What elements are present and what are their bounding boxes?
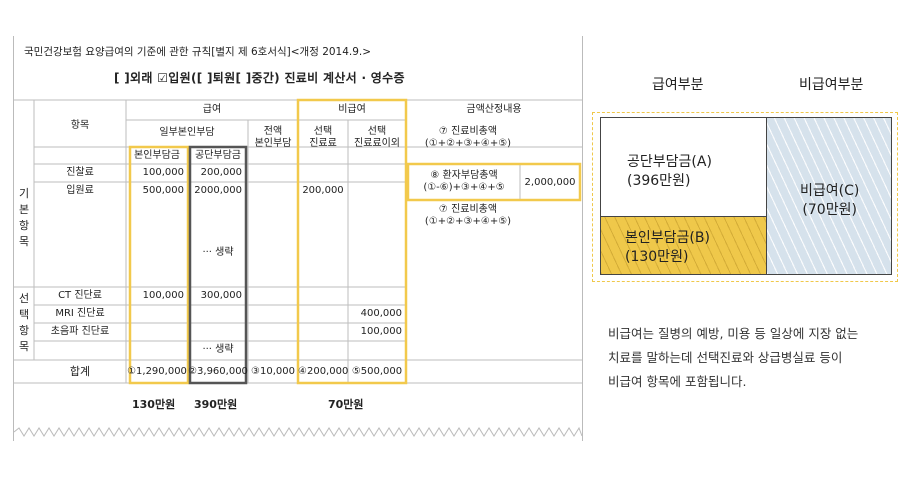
header-calc: 금액산정내용 [466, 104, 522, 115]
omit-text: ··· 생략 [202, 247, 234, 258]
header-self-pay-part: 일부본인부담 [159, 127, 215, 138]
noncovered-heading: 비급여부분 [799, 77, 864, 93]
calc-total1: ⑦ 진료비총액 (①+②+③+④+⑤) [424, 126, 512, 149]
calc-total2: ⑦ 진료비총액 (①+②+③+④+⑤) [424, 204, 512, 227]
row-label: MRI 진단료 [55, 308, 105, 319]
calc-patient-value: 2,000,000 [524, 177, 576, 188]
public-pay-area [600, 117, 767, 216]
row-label: CT 진단료 [58, 290, 102, 301]
summary-noncovered: 70만원 [328, 398, 364, 411]
header-noncovered: 비급여 [338, 104, 366, 115]
header-covered: 급여 [202, 104, 222, 115]
row-label: 진찰료 [66, 167, 94, 178]
dashed-frame [592, 112, 898, 282]
summary-self: 130만원 [132, 398, 176, 411]
row-public: 2000,000 [194, 185, 242, 196]
header-public-pay: 공단부담금 [195, 150, 241, 161]
calc-patient: ⑧ 환자부담총액 (①-⑥)+③+④+⑤ [423, 170, 505, 193]
patient-total-highlight [406, 162, 582, 202]
summary-public: 390만원 [194, 398, 238, 411]
omit-text: ··· 생략 [202, 344, 234, 355]
row-self: 100,000 [142, 290, 184, 301]
bill-document: 국민건강보험 요양급여의 기준에 관한 규칙[별지 제 6호서식]<개정 201… [13, 36, 583, 441]
row-label: 입원료 [66, 185, 94, 196]
self-pay-label: 본인부담금(B) (130만원) [625, 230, 710, 265]
total-self: ①1,290,000 [127, 366, 187, 377]
bill-grid [14, 98, 582, 437]
row-other: 400,000 [360, 308, 402, 319]
noncovered-area [767, 117, 892, 275]
row-public: 300,000 [200, 290, 242, 301]
self-pay-highlight [128, 145, 190, 385]
header-full-self: 전액 본인부담 [254, 126, 292, 149]
public-pay-highlight [188, 145, 248, 385]
header-item: 항목 [70, 120, 90, 131]
total-other: ⑤500,000 [351, 366, 403, 377]
public-pay-label: 공단부담금(A) (396만원) [627, 154, 712, 189]
noncovered-highlight [296, 98, 408, 385]
covered-heading: 급여부분 [652, 77, 704, 93]
total-selective: ④200,000 [298, 366, 349, 377]
row-label: 초음파 진단료 [50, 326, 110, 337]
header-other: 선택 진료료이외 [354, 126, 400, 149]
total-label: 합계 [69, 365, 91, 378]
row-selective: 200,000 [302, 185, 344, 196]
header-self-pay: 본인부담금 [134, 150, 180, 161]
bill-title: [ ]외래 ☑입원([ ]퇴원[ ]중간) 진료비 계산서 · 영수증 [114, 71, 405, 85]
noncovered-label: 비급여(C) (70만원) [800, 183, 860, 218]
torn-edge [14, 426, 582, 437]
row-self: 500,000 [142, 185, 184, 196]
regulation-text: 국민건강보험 요양급여의 기준에 관한 규칙[별지 제 6호서식]<개정 201… [24, 46, 372, 58]
row-self: 100,000 [142, 167, 184, 178]
row-public: 200,000 [200, 167, 242, 178]
total-full-self: ③10,000 [251, 366, 295, 377]
row-other: 100,000 [360, 326, 402, 337]
self-pay-area [600, 216, 767, 275]
description-text: 비급여는 질병의 예방, 미용 등 일상에 지장 없는 치료를 말하는데 선택진… [608, 326, 859, 389]
total-public: ②3,960,000 [188, 366, 248, 377]
header-selective: 선택 진료료 [309, 126, 337, 149]
